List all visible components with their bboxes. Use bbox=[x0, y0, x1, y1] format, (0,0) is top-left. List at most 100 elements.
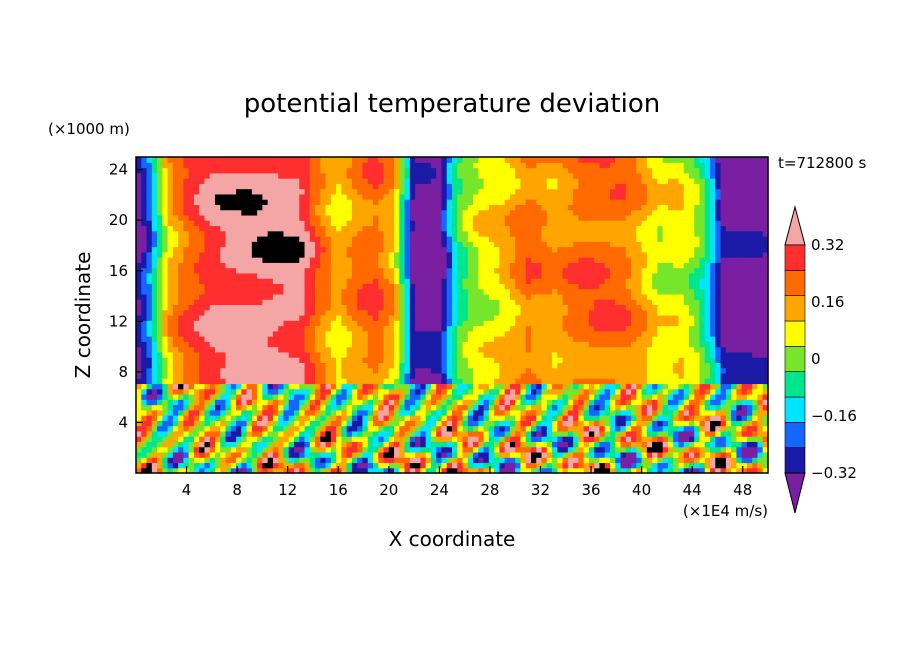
heatmap-cell bbox=[499, 225, 506, 232]
heatmap-cell bbox=[362, 199, 369, 205]
heatmap-cell bbox=[262, 172, 269, 179]
heatmap-cell bbox=[136, 262, 142, 269]
heatmap-cell bbox=[404, 446, 411, 453]
heatmap-cell bbox=[536, 251, 543, 258]
heatmap-cell bbox=[441, 272, 448, 279]
heatmap-cell bbox=[162, 293, 169, 300]
heatmap-cell bbox=[509, 299, 516, 306]
heatmap-cell bbox=[515, 404, 522, 411]
heatmap-cell bbox=[378, 204, 385, 211]
heatmap-cell bbox=[188, 304, 195, 311]
heatmap-cell bbox=[409, 362, 416, 369]
heatmap-cell bbox=[425, 178, 432, 184]
heatmap-cell bbox=[262, 451, 269, 458]
heatmap-cell bbox=[462, 383, 469, 390]
heatmap-cell bbox=[204, 199, 211, 205]
heatmap-cell bbox=[546, 283, 553, 290]
heatmap-cell bbox=[378, 309, 385, 316]
heatmap-cell bbox=[531, 304, 537, 311]
heatmap-cell bbox=[136, 320, 142, 327]
heatmap-cell bbox=[136, 214, 142, 221]
heatmap-cell bbox=[562, 341, 569, 348]
heatmap-cell bbox=[178, 357, 184, 363]
heatmap-cell bbox=[388, 299, 395, 306]
heatmap-cell bbox=[346, 399, 353, 406]
heatmap-cell bbox=[515, 457, 522, 464]
heatmap-cell bbox=[473, 467, 479, 474]
heatmap-cell bbox=[236, 288, 242, 295]
heatmap-cell bbox=[415, 409, 421, 416]
heatmap-cell bbox=[473, 272, 479, 279]
heatmap-cell bbox=[452, 383, 458, 390]
heatmap-cell bbox=[204, 220, 211, 227]
heatmap-cell bbox=[272, 351, 279, 358]
heatmap-cell bbox=[494, 451, 500, 458]
heatmap-cell bbox=[236, 351, 242, 358]
heatmap-cell bbox=[330, 262, 337, 269]
heatmap-cell bbox=[288, 162, 295, 169]
heatmap-cell bbox=[141, 225, 148, 232]
heatmap-cell bbox=[251, 172, 258, 179]
heatmap-cell bbox=[404, 309, 411, 316]
heatmap-cell bbox=[541, 241, 548, 248]
heatmap-cell bbox=[193, 257, 200, 263]
heatmap-cell bbox=[315, 325, 321, 332]
heatmap-cell bbox=[351, 225, 358, 232]
heatmap-cell bbox=[546, 172, 553, 179]
heatmap-cell bbox=[483, 299, 490, 306]
heatmap-cell bbox=[225, 320, 232, 327]
heatmap-cell bbox=[299, 346, 306, 353]
heatmap-cell bbox=[399, 325, 406, 332]
heatmap-cell bbox=[199, 315, 206, 321]
heatmap-cell bbox=[204, 304, 211, 311]
heatmap-cell bbox=[436, 404, 443, 411]
heatmap-cell bbox=[509, 451, 516, 458]
heatmap-cell bbox=[483, 315, 490, 321]
heatmap-cell bbox=[241, 451, 248, 458]
heatmap-cell bbox=[304, 293, 311, 300]
heatmap-cell bbox=[188, 230, 195, 237]
heatmap-cell bbox=[520, 346, 527, 353]
heatmap-cell bbox=[193, 251, 200, 258]
heatmap-cell bbox=[330, 330, 337, 337]
heatmap-cell bbox=[573, 451, 579, 458]
heatmap-cell bbox=[436, 188, 443, 195]
heatmap-cell bbox=[309, 272, 316, 279]
heatmap-cell bbox=[457, 299, 464, 306]
heatmap-cell bbox=[315, 425, 321, 432]
heatmap-cell bbox=[257, 351, 263, 358]
heatmap-cell bbox=[193, 209, 200, 216]
heatmap-cell bbox=[178, 167, 184, 174]
heatmap-cell bbox=[278, 383, 285, 390]
heatmap-cell bbox=[283, 236, 290, 242]
heatmap-cell bbox=[151, 425, 158, 432]
heatmap-cell bbox=[136, 283, 142, 290]
heatmap-cell bbox=[304, 372, 311, 379]
heatmap-cell bbox=[430, 436, 437, 442]
heatmap-cell bbox=[294, 462, 300, 469]
heatmap-cell bbox=[262, 288, 269, 295]
heatmap-cell bbox=[309, 420, 316, 427]
heatmap-cell bbox=[520, 388, 527, 395]
heatmap-cell bbox=[478, 346, 485, 353]
heatmap-cell bbox=[341, 325, 348, 332]
heatmap-cell bbox=[193, 214, 200, 221]
heatmap-cell bbox=[215, 346, 221, 353]
heatmap-cell bbox=[283, 267, 290, 274]
heatmap-cell bbox=[267, 167, 274, 174]
heatmap-cell bbox=[383, 351, 390, 358]
heatmap-cell bbox=[346, 257, 353, 263]
heatmap-cell bbox=[473, 262, 479, 269]
heatmap-cell bbox=[199, 304, 206, 311]
heatmap-cell bbox=[209, 383, 216, 390]
heatmap-cell bbox=[367, 378, 374, 385]
heatmap-cell bbox=[494, 351, 500, 358]
heatmap-cell bbox=[246, 357, 253, 363]
heatmap-cell bbox=[172, 357, 179, 363]
heatmap-cell bbox=[241, 293, 248, 300]
heatmap-cell bbox=[488, 288, 495, 295]
heatmap-cell bbox=[399, 378, 406, 385]
heatmap-cell bbox=[373, 346, 379, 353]
heatmap-cell bbox=[499, 462, 506, 469]
heatmap-cell bbox=[251, 404, 258, 411]
